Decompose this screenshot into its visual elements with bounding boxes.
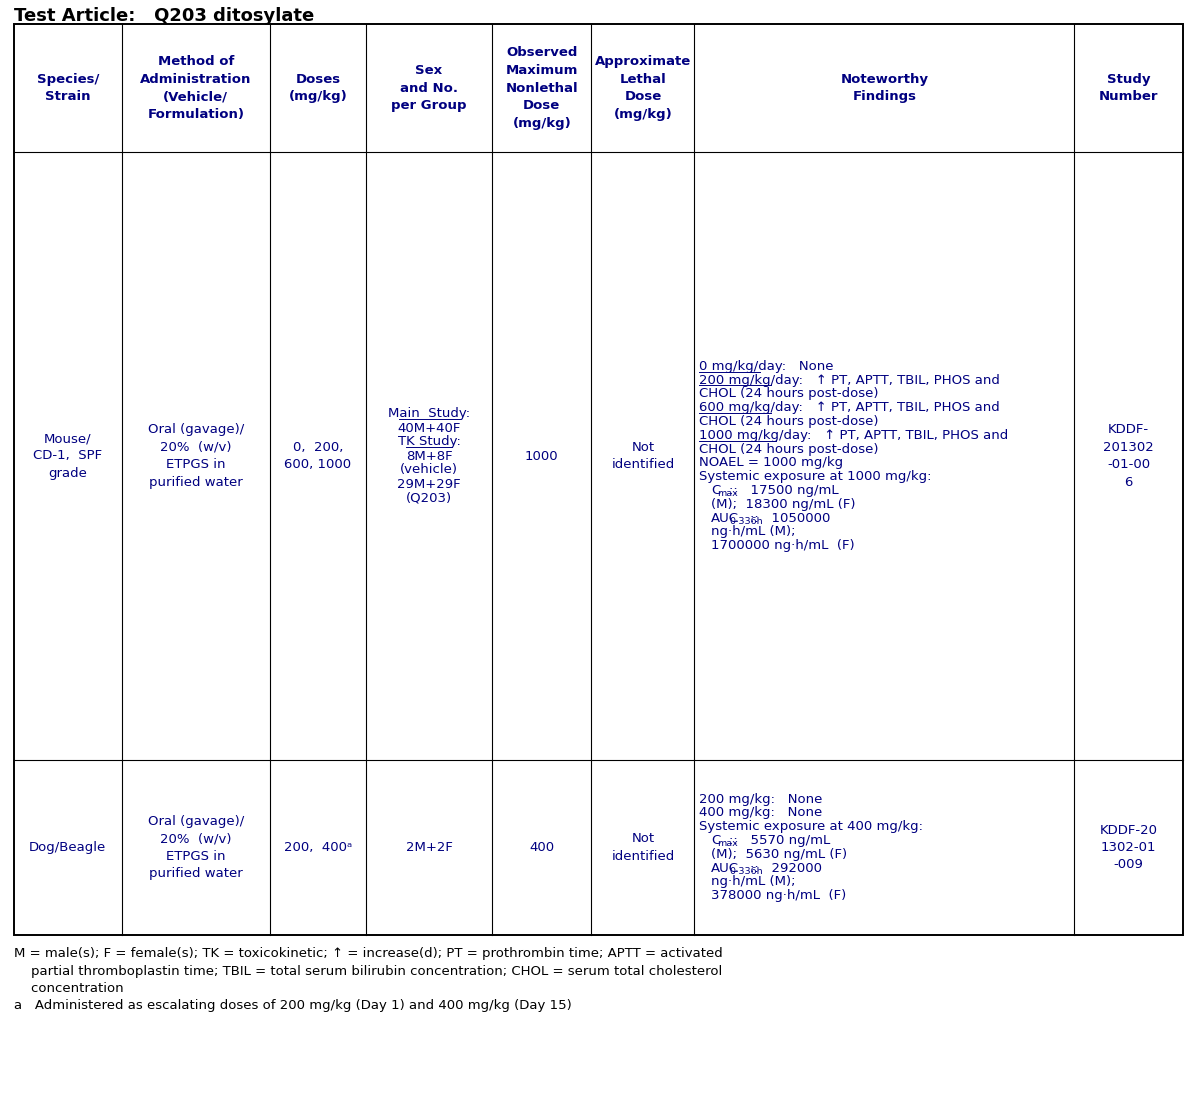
Text: 2M+2F: 2M+2F [406,841,452,854]
Text: Systemic exposure at 1000 mg/kg:: Systemic exposure at 1000 mg/kg: [699,470,931,483]
Text: Test Article:   Q203 ditosylate: Test Article: Q203 ditosylate [14,7,315,25]
Text: 8M+8F: 8M+8F [406,449,452,463]
Text: 200 mg/kg/day:   ↑ PT, APTT, TBIL, PHOS and: 200 mg/kg/day: ↑ PT, APTT, TBIL, PHOS an… [699,374,1001,387]
Text: Dog/Beagle: Dog/Beagle [29,841,107,854]
Text: KDDF-
201302
-01-00
6: KDDF- 201302 -01-00 6 [1104,423,1154,489]
Text: Sex
and No.
per Group: Sex and No. per Group [391,64,467,112]
Text: max: max [717,840,739,848]
Text: Approximate
Lethal
Dose
(mg/kg): Approximate Lethal Dose (mg/kg) [595,55,691,121]
Text: 0-336h: 0-336h [729,867,762,876]
Text: 0 mg/kg/day:   None: 0 mg/kg/day: None [699,359,834,373]
Text: 0-336h: 0-336h [729,517,762,526]
Text: ::   5570 ng/mL: :: 5570 ng/mL [729,834,830,847]
Text: AUC: AUC [711,861,740,875]
Text: 1000: 1000 [525,449,559,463]
Text: 40M+40F: 40M+40F [397,422,461,434]
Text: Not
identified: Not identified [612,441,675,471]
Text: (M);  5630 ng/mL (F): (M); 5630 ng/mL (F) [711,848,847,860]
Text: Oral (gavage)/
20%  (w/v)
ETPGS in
purified water: Oral (gavage)/ 20% (w/v) ETPGS in purifi… [147,423,244,489]
Text: 29M+29F: 29M+29F [397,478,461,491]
Text: AUC: AUC [711,512,740,525]
Text: NOAEL = 1000 mg/kg: NOAEL = 1000 mg/kg [699,456,844,469]
Text: Doses
(mg/kg): Doses (mg/kg) [288,72,347,103]
Text: KDDF-20
1302-01
-009: KDDF-20 1302-01 -009 [1100,823,1157,871]
Text: 200 mg/kg:   None: 200 mg/kg: None [699,792,822,806]
Text: Systemic exposure at 400 mg/kg:: Systemic exposure at 400 mg/kg: [699,820,923,833]
Text: 200,  400ᵃ: 200, 400ᵃ [284,841,352,854]
Text: CHOL (24 hours post-dose): CHOL (24 hours post-dose) [699,387,879,400]
Text: Species/
Strain: Species/ Strain [37,72,99,103]
Bar [14,24,1183,935]
Text: 1000 mg/kg/day:   ↑ PT, APTT, TBIL, PHOS and: 1000 mg/kg/day: ↑ PT, APTT, TBIL, PHOS a… [699,429,1009,442]
Text: M = male(s); F = female(s); TK = toxicokinetic; ↑ = increase(d); PT = prothrombi: M = male(s); F = female(s); TK = toxicok… [14,947,723,995]
Text: Main  Study:: Main Study: [388,408,470,421]
Text: Mouse/
CD-1,  SPF
grade: Mouse/ CD-1, SPF grade [34,432,102,480]
Text: Method of
Administration
(Vehicle/
Formulation): Method of Administration (Vehicle/ Formu… [140,55,251,121]
Text: Study
Number: Study Number [1099,72,1159,103]
Text: ::   17500 ng/mL: :: 17500 ng/mL [729,484,838,496]
Text: Noteworthy
Findings: Noteworthy Findings [840,72,929,103]
Text: 378000 ng·h/mL  (F): 378000 ng·h/mL (F) [711,889,846,902]
Text: Oral (gavage)/
20%  (w/v)
ETPGS in
purified water: Oral (gavage)/ 20% (w/v) ETPGS in purifi… [147,814,244,880]
Text: 400: 400 [529,841,554,854]
Text: (M);  18300 ng/mL (F): (M); 18300 ng/mL (F) [711,498,856,511]
Text: ::   1050000: :: 1050000 [751,512,831,525]
Text: ng·h/mL (M);: ng·h/mL (M); [711,876,796,889]
Text: C: C [711,484,721,496]
Text: ng·h/mL (M);: ng·h/mL (M); [711,525,796,538]
Text: CHOL (24 hours post-dose): CHOL (24 hours post-dose) [699,415,879,429]
Text: C: C [711,834,721,847]
Text: a   Administered as escalating doses of 200 mg/kg (Day 1) and 400 mg/kg (Day 15): a Administered as escalating doses of 20… [14,998,572,1012]
Text: 400 mg/kg:   None: 400 mg/kg: None [699,807,822,820]
Text: 1700000 ng·h/mL  (F): 1700000 ng·h/mL (F) [711,539,855,552]
Text: 600 mg/kg/day:   ↑ PT, APTT, TBIL, PHOS and: 600 mg/kg/day: ↑ PT, APTT, TBIL, PHOS an… [699,401,1001,414]
Text: (vehicle): (vehicle) [400,464,458,477]
Text: max: max [717,489,739,499]
Text: ::   292000: :: 292000 [751,861,822,875]
Text: Not
identified: Not identified [612,832,675,863]
Text: (Q203): (Q203) [406,491,452,504]
Text: TK Study:: TK Study: [397,435,461,448]
Text: 0,  200,
600, 1000: 0, 200, 600, 1000 [285,441,352,471]
Text: Observed
Maximum
Nonlethal
Dose
(mg/kg): Observed Maximum Nonlethal Dose (mg/kg) [505,46,578,129]
Text: CHOL (24 hours post-dose): CHOL (24 hours post-dose) [699,443,879,456]
